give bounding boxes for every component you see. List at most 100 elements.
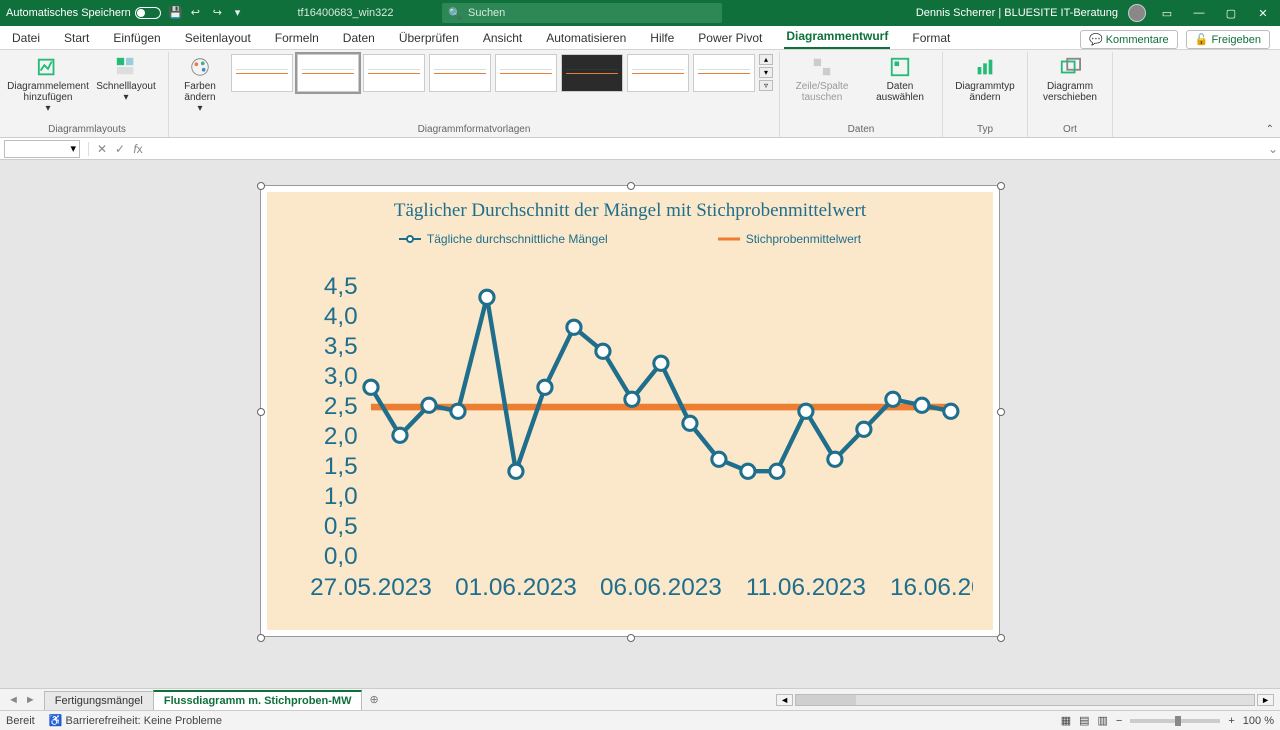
chart-style-8[interactable] xyxy=(693,54,755,92)
tab-start[interactable]: Start xyxy=(62,27,91,49)
svg-text:11.06.2023: 11.06.2023 xyxy=(746,574,866,601)
chart-style-5[interactable] xyxy=(495,54,557,92)
accessibility-status[interactable]: ♿ Barrierefreiheit: Keine Probleme xyxy=(49,714,222,727)
chart-style-6[interactable] xyxy=(561,54,623,92)
status-bar: Bereit ♿ Barrierefreiheit: Keine Problem… xyxy=(0,710,1280,730)
ribbon-display-icon[interactable]: ▭ xyxy=(1156,7,1178,20)
hscroll-right-icon[interactable]: ► xyxy=(1257,694,1274,706)
chart-selection-frame[interactable]: Täglicher Durchschnitt der Mängel mit St… xyxy=(260,185,1000,637)
svg-text:0,0: 0,0 xyxy=(324,543,358,570)
selection-handle[interactable] xyxy=(997,182,1005,190)
tab-automatisieren[interactable]: Automatisieren xyxy=(544,27,628,49)
tab-formeln[interactable]: Formeln xyxy=(273,27,321,49)
selection-handle[interactable] xyxy=(257,182,265,190)
svg-text:4,0: 4,0 xyxy=(324,303,358,330)
formula-expand-icon[interactable]: ⌄ xyxy=(1266,142,1280,156)
selection-handle[interactable] xyxy=(257,634,265,642)
hscroll-left-icon[interactable]: ◄ xyxy=(776,694,793,706)
sheet-nav-next-icon[interactable]: ► xyxy=(25,694,36,706)
move-chart-button[interactable]: Diagramm verschieben xyxy=(1034,54,1106,103)
ribbon-collapse-icon[interactable]: ⌃ xyxy=(1266,124,1274,135)
qat-dropdown-icon[interactable]: ▾ xyxy=(235,6,249,20)
chart-style-3[interactable] xyxy=(363,54,425,92)
hscroll-track[interactable] xyxy=(795,694,1255,706)
autosave-toggle[interactable]: Automatisches Speichern xyxy=(6,7,161,19)
name-box[interactable]: ▾ xyxy=(4,140,80,158)
selection-handle[interactable] xyxy=(257,408,265,416)
select-data-button[interactable]: Daten auswählen xyxy=(864,54,936,103)
svg-text:06.06.2023: 06.06.2023 xyxy=(600,574,722,601)
select-data-icon xyxy=(889,56,911,78)
view-normal-icon[interactable]: ▦ xyxy=(1061,714,1071,727)
tab-powerpivot[interactable]: Power Pivot xyxy=(696,27,764,49)
chart-style-2[interactable] xyxy=(297,54,359,92)
change-colors-button[interactable]: Farben ändern ▾ xyxy=(175,54,225,114)
ribbon-tabs: Datei Start Einfügen Seitenlayout Formel… xyxy=(0,26,1280,50)
maximize-icon[interactable]: ▢ xyxy=(1220,7,1242,20)
group-data: Zeile/Spalte tauschen Daten auswählen Da… xyxy=(780,52,943,137)
zoom-out-button[interactable]: − xyxy=(1116,715,1122,727)
hscroll-thumb[interactable] xyxy=(796,695,856,705)
quick-layout-button[interactable]: Schnelllayout ▾ xyxy=(90,54,162,103)
tab-format[interactable]: Format xyxy=(910,27,952,49)
minimize-icon[interactable]: — xyxy=(1188,7,1210,19)
plot-area[interactable]: 0,00,51,01,52,02,53,03,54,04,527.05.2023… xyxy=(309,272,973,604)
selection-handle[interactable] xyxy=(997,634,1005,642)
worksheet-area[interactable]: Täglicher Durchschnitt der Mängel mit St… xyxy=(0,160,1280,688)
style-scroll-down[interactable]: ▾ xyxy=(759,67,773,78)
tab-diagrammentwurf[interactable]: Diagrammentwurf xyxy=(784,25,890,49)
add-chart-element-button[interactable]: Diagrammelement hinzufügen ▾ xyxy=(12,54,84,114)
cancel-icon[interactable]: ✕ xyxy=(93,142,111,156)
chart-style-1[interactable] xyxy=(231,54,293,92)
tab-daten[interactable]: Daten xyxy=(341,27,377,49)
document-name: tf16400683_win322 xyxy=(249,7,443,19)
group-location: Diagramm verschieben Ort xyxy=(1028,52,1113,137)
comments-button[interactable]: 💬 Kommentare xyxy=(1080,30,1178,49)
tab-datei[interactable]: Datei xyxy=(10,27,42,49)
sheet-tab-2[interactable]: Flussdiagramm m. Stichproben-MW xyxy=(153,690,363,710)
selection-handle[interactable] xyxy=(627,182,635,190)
title-bar: Automatisches Speichern 💾 ↩ ↪ ▾ tf164006… xyxy=(0,0,1280,26)
add-sheet-button[interactable]: ⊕ xyxy=(361,693,386,706)
fx-icon[interactable]: fx xyxy=(129,142,147,156)
close-icon[interactable]: ✕ xyxy=(1252,7,1274,20)
zoom-slider[interactable] xyxy=(1130,719,1220,723)
style-scroll-up[interactable]: ▴ xyxy=(759,54,773,65)
selection-handle[interactable] xyxy=(997,408,1005,416)
view-page-break-icon[interactable]: ▥ xyxy=(1098,714,1108,727)
chart-style-4[interactable] xyxy=(429,54,491,92)
enter-icon[interactable]: ✓ xyxy=(111,142,129,156)
zoom-level[interactable]: 100 % xyxy=(1243,715,1274,727)
share-button[interactable]: 🔓 Freigeben xyxy=(1186,30,1270,49)
sheet-tab-1[interactable]: Fertigungsmängel xyxy=(44,691,154,710)
tab-einfuegen[interactable]: Einfügen xyxy=(111,27,162,49)
legend-item-series1[interactable]: Tägliche durchschnittliche Mängel xyxy=(399,232,608,246)
redo-icon[interactable]: ↪ xyxy=(213,6,227,20)
search-box[interactable]: 🔍 Suchen xyxy=(442,3,722,23)
avatar[interactable] xyxy=(1128,4,1146,22)
tab-hilfe[interactable]: Hilfe xyxy=(648,27,676,49)
sheet-nav-prev-icon[interactable]: ◄ xyxy=(8,694,19,706)
svg-text:2,5: 2,5 xyxy=(324,393,358,420)
zoom-in-button[interactable]: + xyxy=(1228,715,1234,727)
chart-legend[interactable]: Tägliche durchschnittliche Mängel Stichp… xyxy=(267,232,993,246)
tab-ueberpruefen[interactable]: Überprüfen xyxy=(397,27,461,49)
undo-icon[interactable]: ↩ xyxy=(191,6,205,20)
change-chart-type-button[interactable]: Diagrammtyp ändern xyxy=(949,54,1021,103)
style-expand[interactable]: ▿ xyxy=(759,80,773,91)
quick-layout-icon xyxy=(115,56,137,78)
group-type: Diagrammtyp ändern Typ xyxy=(943,52,1028,137)
save-icon[interactable]: 💾 xyxy=(169,6,183,20)
formula-input[interactable] xyxy=(147,140,1266,158)
svg-text:2,0: 2,0 xyxy=(324,423,358,450)
chart-title[interactable]: Täglicher Durchschnitt der Mängel mit St… xyxy=(267,192,993,222)
selection-handle[interactable] xyxy=(627,634,635,642)
tab-ansicht[interactable]: Ansicht xyxy=(481,27,524,49)
view-page-layout-icon[interactable]: ▤ xyxy=(1079,714,1089,727)
chart-style-7[interactable] xyxy=(627,54,689,92)
svg-text:0,5: 0,5 xyxy=(324,513,358,540)
chart-object[interactable]: Täglicher Durchschnitt der Mängel mit St… xyxy=(267,192,993,630)
tab-seitenlayout[interactable]: Seitenlayout xyxy=(183,27,253,49)
legend-item-series2[interactable]: Stichprobenmittelwert xyxy=(718,232,861,246)
search-icon: 🔍 xyxy=(448,7,462,20)
